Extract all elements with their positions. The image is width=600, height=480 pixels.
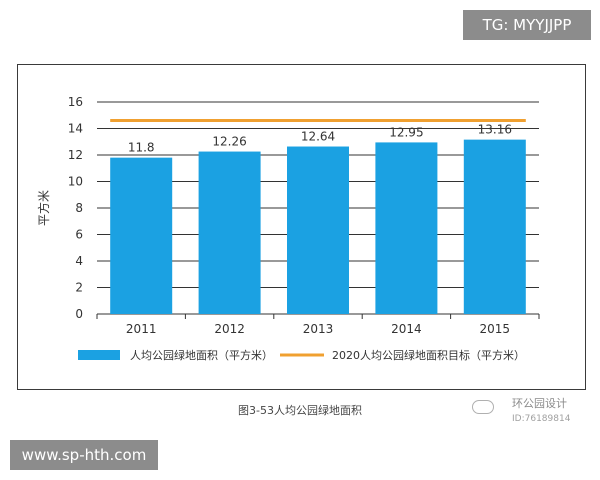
wechat-icon [472,400,494,414]
y-tick-label: 14 [68,122,83,136]
y-tick-label: 0 [75,307,83,321]
figure-caption: 图3-53人均公园绿地面积 [238,404,362,417]
y-tick-label: 12 [68,148,83,162]
bar-2015 [463,139,526,314]
chart-frame: 0 2 4 6 8 10 12 14 16 平方米 11.8 2011 12.26 2012 12.64 20… [17,64,586,390]
bar-value-label: 12.26 [212,135,246,149]
y-tick-label: 8 [75,201,83,215]
bar-value-label: 12.64 [301,130,335,144]
x-tick-label: 2014 [391,322,422,336]
bar-value-label: 11.8 [128,141,155,155]
legend-swatch-bar [78,350,120,360]
watermark-brand: 环公园设计 [512,397,567,410]
bar-2011 [110,157,173,314]
bar-value-label: 12.95 [389,125,423,139]
tg-watermark-badge: TG: MYYJJPP [463,10,591,40]
wechat-watermark: 环公园设计 ID:76189814 [472,396,592,430]
x-tick-label: 2012 [214,322,245,336]
bar-2014 [375,142,438,314]
x-tick-label: 2011 [126,322,157,336]
bar-2012 [198,151,261,314]
legend-label-line: 2020人均公园绿地面积目标（平方米） [332,348,525,362]
x-tick-label: 2015 [480,322,511,336]
y-tick-label: 2 [75,281,83,295]
y-tick-label: 6 [75,228,83,242]
x-tick-label: 2013 [303,322,334,336]
legend-label-bar: 人均公园绿地面积（平方米） [130,348,273,362]
bar-value-label: 13.16 [478,123,512,137]
y-axis-label: 平方米 [36,190,51,226]
y-tick-label: 16 [68,95,83,109]
y-tick-label: 10 [68,175,83,189]
bar-2013 [287,146,349,314]
y-tick-label: 4 [75,254,83,268]
bar-chart: 0 2 4 6 8 10 12 14 16 平方米 11.8 2011 12.26 2012 12.64 20… [36,95,540,362]
url-watermark-badge: www.sp-hth.com [10,440,158,470]
watermark-id: ID:76189814 [512,414,571,424]
